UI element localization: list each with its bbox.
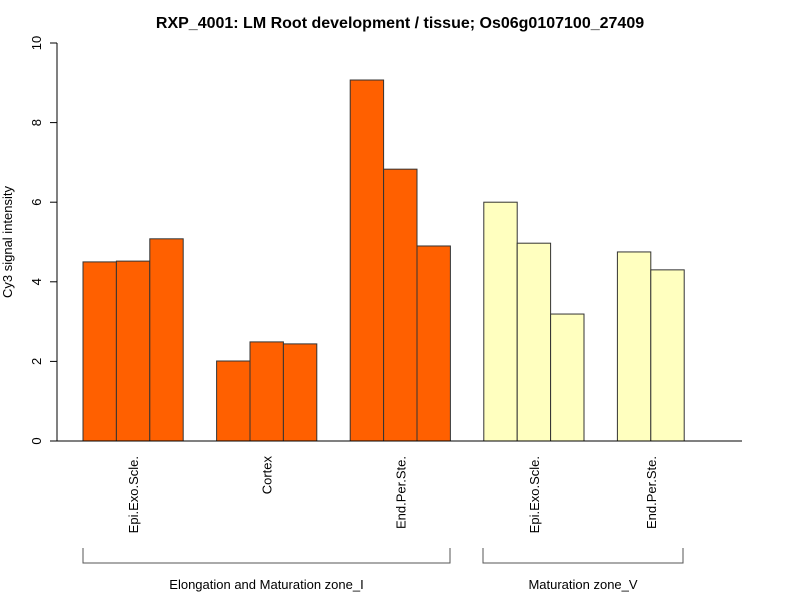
bar [149,238,184,442]
category-label: End.Per.Ste. [644,456,659,529]
y-tick-label: 8 [29,119,44,126]
bars [82,79,685,442]
y-axis: 0 2 4 6 8 10 [29,36,58,445]
group-bracket [482,548,684,564]
bar [650,269,685,442]
bar [249,341,284,442]
bar [416,245,451,442]
y-tick-label: 4 [29,278,44,285]
category-label: End.Per.Ste. [393,456,408,529]
bar [383,168,418,442]
category-label: Epi.Exo.Scle. [126,456,141,533]
y-tick-label: 6 [29,199,44,206]
bar [216,360,251,442]
group-brackets: Elongation and Maturation zone_I Maturati… [82,548,684,592]
bar [115,260,151,442]
group-bracket [82,548,451,564]
bar [483,201,518,442]
y-tick-label: 0 [29,437,44,444]
y-axis-label: Cy3 signal intensity [0,186,15,298]
bar [516,242,552,442]
category-label: Cortex [260,456,275,495]
category-labels: Epi.Exo.Scle. Cortex End.Per.Ste. Epi.Exo.S… [126,456,659,534]
chart-title: RXP_4001: LM Root development / tissue; … [156,15,644,32]
bar [282,343,318,442]
bar [550,313,585,442]
bar [349,79,385,442]
group-label: Maturation zone_V [528,577,637,592]
category-label: Epi.Exo.Scle. [527,456,542,533]
bar [82,261,117,442]
bar [616,251,652,442]
y-tick-label: 2 [29,358,44,365]
y-tick-label: 10 [29,36,44,50]
group-label: Elongation and Maturation zone_I [169,577,363,592]
